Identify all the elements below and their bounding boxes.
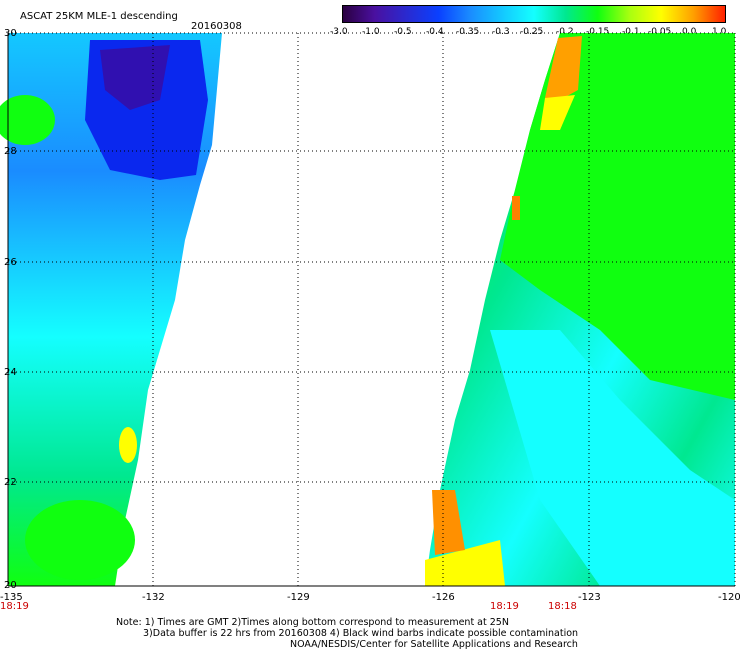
date-label: 20160308 [191, 21, 242, 32]
product-title: ASCAT 25KM MLE-1 descending [20, 11, 178, 22]
right-swath-orange-strip [545, 36, 582, 100]
y-tick-label: 20 [4, 580, 17, 591]
right-swath-cyan-region [490, 330, 735, 586]
x-tick-label: -120 [718, 592, 740, 603]
x-tick-label: -123 [578, 592, 601, 603]
map-grid [8, 32, 736, 586]
colorbar-gradient [343, 6, 725, 22]
colorbar-label: -0.4 [426, 27, 444, 37]
colorbar-label: -1.0 [362, 27, 380, 37]
x-tick-label: -135 [0, 592, 23, 603]
right-swath-orange-pixel [512, 196, 520, 220]
left-green-patch [0, 95, 55, 145]
map-axes [7, 33, 735, 587]
colorbar-label: -0.1 [622, 27, 640, 37]
colorbar-label: 1.0 [712, 27, 727, 37]
y-tick-label: 30 [4, 28, 17, 39]
colorbar-label: 0.0 [682, 27, 697, 37]
y-tick-label: 22 [4, 477, 17, 488]
colorbar-label: -0.05 [648, 27, 672, 37]
swath-time-label: 18:18 [548, 601, 577, 612]
left-green-patch [25, 500, 135, 580]
footer-line-3: NOAA/NESDIS/Center for Satellite Applica… [290, 639, 578, 650]
left-yellow-patch [119, 427, 137, 463]
right-swath-yellow-patch [425, 540, 505, 586]
y-tick-label: 24 [4, 367, 17, 378]
colorbar [342, 5, 726, 23]
swath-time-label: 18:19 [0, 601, 29, 612]
x-tick-label: -129 [287, 592, 310, 603]
colorbar-label: -0.2 [556, 27, 574, 37]
footer-line-1: Note: 1) Times are GMT 2)Times along bot… [116, 617, 509, 628]
x-tick-label: -126 [432, 592, 455, 603]
colorbar-label: -0.3 [492, 27, 510, 37]
right-swath-yellow-strip [540, 95, 575, 130]
colorbar-label: -0.25 [520, 27, 544, 37]
colorbar-label: -3.0 [330, 27, 348, 37]
colorbar-label: -0.35 [456, 27, 480, 37]
y-tick-label: 26 [4, 257, 17, 268]
x-tick-label: -132 [142, 592, 165, 603]
colorbar-label: -0.15 [586, 27, 610, 37]
right-swath-orange-patch [432, 490, 465, 555]
swath-time-label: 18:19 [490, 601, 519, 612]
footer-line-2: 3)Data buffer is 22 hrs from 20160308 4)… [143, 628, 579, 639]
colorbar-label: -0.5 [394, 27, 412, 37]
y-tick-label: 28 [4, 146, 17, 157]
